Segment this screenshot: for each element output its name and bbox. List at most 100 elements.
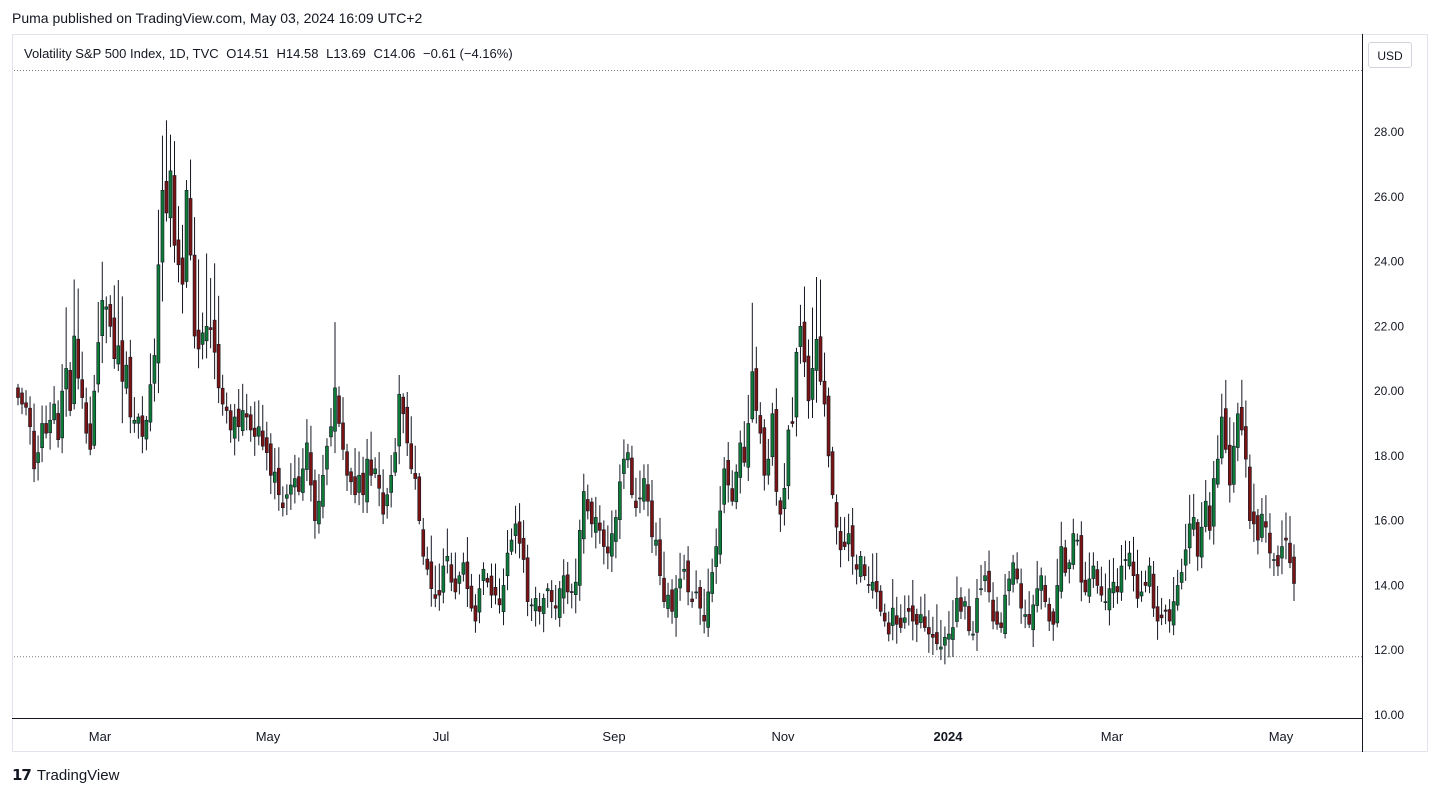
candle-body[interactable]	[1215, 458, 1220, 485]
candle-body[interactable]	[160, 190, 165, 263]
candle-body[interactable]	[726, 460, 731, 486]
candle-body[interactable]	[1272, 559, 1276, 561]
candle-body[interactable]	[565, 574, 570, 593]
candle-body[interactable]	[92, 390, 97, 446]
candle-body[interactable]	[610, 533, 614, 557]
candle-body[interactable]	[116, 345, 121, 365]
candle-body[interactable]	[1195, 522, 1200, 557]
candle-body[interactable]	[1031, 604, 1035, 631]
candle-body[interactable]	[373, 468, 377, 475]
candle-body[interactable]	[666, 594, 670, 609]
candle-body[interactable]	[192, 254, 197, 337]
candle-body[interactable]	[1183, 549, 1188, 566]
candle-body[interactable]	[774, 409, 779, 492]
candle-body[interactable]	[654, 539, 658, 546]
candle-body[interactable]	[634, 500, 638, 509]
candle-body[interactable]	[329, 426, 333, 438]
candle-body[interactable]	[333, 387, 337, 432]
candle-body[interactable]	[622, 458, 626, 474]
candle-body[interactable]	[401, 396, 406, 415]
candle-body[interactable]	[549, 590, 554, 602]
candle-body[interactable]	[365, 458, 369, 503]
candle-body[interactable]	[810, 368, 815, 400]
candle-body[interactable]	[112, 317, 117, 360]
candle-body[interactable]	[509, 539, 514, 552]
candle-body[interactable]	[461, 562, 466, 575]
candle-body[interactable]	[830, 451, 835, 496]
candle-body[interactable]	[1023, 614, 1027, 617]
candle-body[interactable]	[156, 264, 161, 364]
candle-body[interactable]	[1075, 539, 1080, 542]
candle-body[interactable]	[1175, 585, 1180, 606]
candle-body[interactable]	[798, 326, 803, 347]
candle-body[interactable]	[341, 422, 345, 450]
candle-body[interactable]	[1171, 601, 1176, 626]
candle-body[interactable]	[1039, 575, 1044, 591]
candle-body[interactable]	[943, 636, 947, 646]
candle-body[interactable]	[746, 423, 751, 468]
candle-body[interactable]	[369, 459, 373, 476]
candle-body[interactable]	[1019, 583, 1023, 609]
candle-body[interactable]	[906, 608, 911, 612]
candle-body[interactable]	[698, 587, 702, 609]
candle-body[interactable]	[658, 539, 662, 577]
candle-body[interactable]	[1268, 532, 1272, 554]
candle-body[interactable]	[481, 568, 486, 581]
candle-body[interactable]	[88, 423, 93, 450]
candle-body[interactable]	[802, 321, 807, 363]
candle-body[interactable]	[453, 578, 458, 593]
candle-body[interactable]	[256, 426, 261, 437]
candle-body[interactable]	[425, 558, 430, 570]
candle-body[interactable]	[762, 427, 767, 476]
candle-body[interactable]	[1163, 609, 1168, 612]
candle-body[interactable]	[1099, 586, 1104, 596]
candle-body[interactable]	[766, 458, 771, 476]
candle-body[interactable]	[1147, 565, 1152, 587]
candle-body[interactable]	[626, 452, 630, 461]
candle-body[interactable]	[581, 491, 586, 540]
candle-body[interactable]	[722, 468, 727, 505]
candle-body[interactable]	[541, 598, 546, 614]
candle-body[interactable]	[1055, 585, 1060, 624]
candle-body[interactable]	[778, 500, 783, 515]
candle-body[interactable]	[1244, 426, 1248, 460]
candle-body[interactable]	[750, 371, 755, 420]
candle-body[interactable]	[975, 598, 979, 633]
candle-body[interactable]	[642, 478, 646, 502]
candle-body[interactable]	[184, 190, 189, 282]
candle-body[interactable]	[694, 591, 698, 594]
candle-body[interactable]	[393, 452, 397, 473]
legend-symbol[interactable]: Volatility S&P 500 Index, 1D, TVC	[24, 46, 219, 61]
candle-body[interactable]	[196, 329, 201, 350]
candle-body[interactable]	[1292, 556, 1296, 584]
candle-body[interactable]	[84, 402, 89, 434]
candle-body[interactable]	[505, 552, 510, 577]
candle-body[interactable]	[1284, 537, 1288, 541]
candle-body[interactable]	[911, 605, 915, 622]
candle-body[interactable]	[485, 578, 490, 583]
candle-body[interactable]	[553, 605, 558, 609]
candle-body[interactable]	[72, 335, 76, 405]
candle-body[interactable]	[148, 384, 153, 423]
candle-body[interactable]	[417, 476, 422, 521]
candle-body[interactable]	[124, 364, 129, 389]
candle-body[interactable]	[405, 406, 410, 444]
candle-body[interactable]	[204, 326, 209, 342]
candle-body[interactable]	[594, 517, 598, 533]
candle-body[interactable]	[297, 476, 301, 492]
candle-body[interactable]	[618, 481, 622, 520]
candle-body[interactable]	[738, 442, 743, 478]
candle-body[interactable]	[1131, 561, 1136, 577]
candle-body[interactable]	[1011, 562, 1015, 585]
candle-body[interactable]	[1227, 444, 1232, 486]
candle-body[interactable]	[1256, 515, 1260, 541]
candle-body[interactable]	[1007, 578, 1011, 592]
candle-body[interactable]	[385, 494, 389, 507]
candle-body[interactable]	[734, 471, 739, 503]
candle-body[interactable]	[1264, 521, 1268, 528]
candle-body[interactable]	[1127, 552, 1132, 567]
candle-body[interactable]	[1139, 591, 1144, 597]
candle-body[interactable]	[1027, 614, 1031, 625]
candle-body[interactable]	[662, 577, 666, 602]
candle-body[interactable]	[678, 578, 682, 589]
